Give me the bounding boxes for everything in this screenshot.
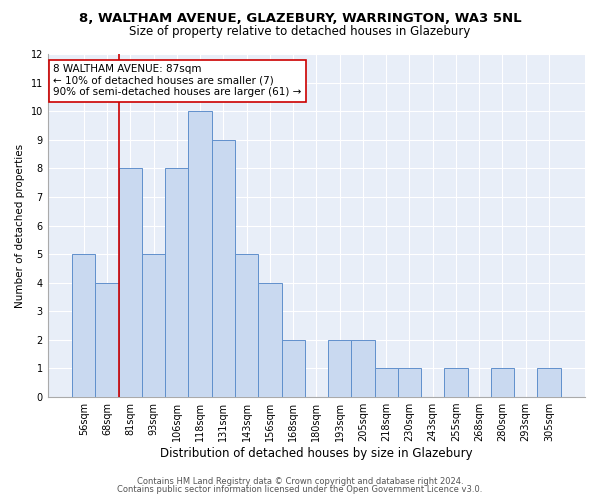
Bar [351,340,374,397]
Bar [95,282,119,397]
Bar [538,368,560,397]
Bar [374,368,398,397]
Bar [398,368,421,397]
Bar [445,368,467,397]
Y-axis label: Number of detached properties: Number of detached properties [15,144,25,308]
Bar [491,368,514,397]
Bar [72,254,95,397]
Bar [235,254,258,397]
Text: 8, WALTHAM AVENUE, GLAZEBURY, WARRINGTON, WA3 5NL: 8, WALTHAM AVENUE, GLAZEBURY, WARRINGTON… [79,12,521,26]
Bar [281,340,305,397]
Bar [188,111,212,397]
Bar [142,254,165,397]
Text: 8 WALTHAM AVENUE: 87sqm
← 10% of detached houses are smaller (7)
90% of semi-det: 8 WALTHAM AVENUE: 87sqm ← 10% of detache… [53,64,302,98]
Bar [119,168,142,397]
Text: Size of property relative to detached houses in Glazebury: Size of property relative to detached ho… [130,25,470,38]
Bar [165,168,188,397]
Text: Contains HM Land Registry data © Crown copyright and database right 2024.: Contains HM Land Registry data © Crown c… [137,477,463,486]
Bar [212,140,235,397]
Bar [258,282,281,397]
X-axis label: Distribution of detached houses by size in Glazebury: Distribution of detached houses by size … [160,447,473,460]
Bar [328,340,351,397]
Text: Contains public sector information licensed under the Open Government Licence v3: Contains public sector information licen… [118,485,482,494]
